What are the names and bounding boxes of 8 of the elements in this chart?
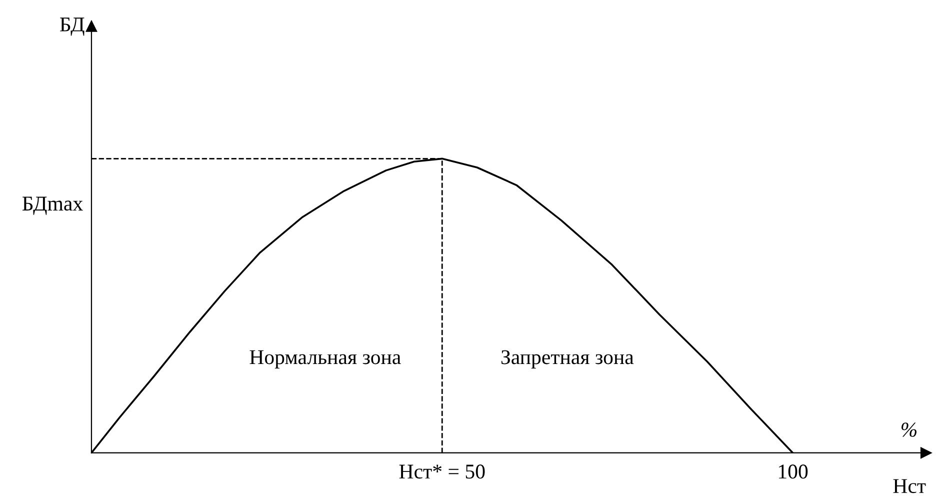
annotation: Запретная зона [501, 350, 634, 368]
text: БДmax [22, 196, 83, 215]
annotation: % [902, 422, 916, 437]
annotation: Нормальная зона [250, 350, 401, 368]
x-tick-label: Нст* = 50 [399, 464, 485, 479]
text: БД [60, 18, 84, 36]
x-tick-label: 100 [778, 464, 808, 479]
x-axis-title: Нст [893, 479, 926, 494]
